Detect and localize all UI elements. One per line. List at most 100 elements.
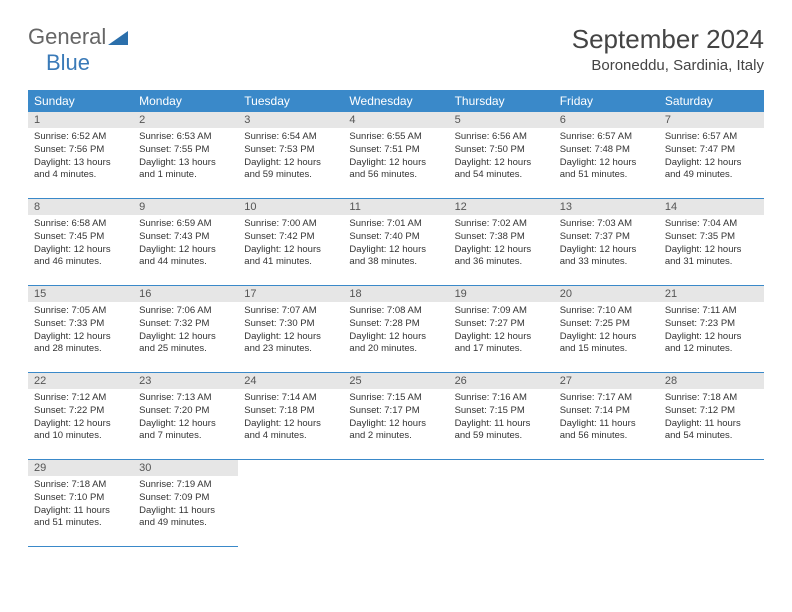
calendar-day-cell: 24Sunrise: 7:14 AMSunset: 7:18 PMDayligh… [238,373,343,460]
day-number: 30 [133,460,238,476]
calendar-day-cell: 17Sunrise: 7:07 AMSunset: 7:30 PMDayligh… [238,286,343,373]
calendar-day-cell: 13Sunrise: 7:03 AMSunset: 7:37 PMDayligh… [554,199,659,286]
day-number: 19 [449,286,554,302]
day-content: Sunrise: 6:54 AMSunset: 7:53 PMDaylight:… [238,128,343,186]
day-number: 5 [449,112,554,128]
calendar-week-row: 1Sunrise: 6:52 AMSunset: 7:56 PMDaylight… [28,112,764,199]
day-content: Sunrise: 6:56 AMSunset: 7:50 PMDaylight:… [449,128,554,186]
calendar-day-cell: 14Sunrise: 7:04 AMSunset: 7:35 PMDayligh… [659,199,764,286]
calendar-day-cell: 23Sunrise: 7:13 AMSunset: 7:20 PMDayligh… [133,373,238,460]
calendar-day-cell: 28Sunrise: 7:18 AMSunset: 7:12 PMDayligh… [659,373,764,460]
calendar-day-cell: 19Sunrise: 7:09 AMSunset: 7:27 PMDayligh… [449,286,554,373]
day-number: 24 [238,373,343,389]
day-content: Sunrise: 6:53 AMSunset: 7:55 PMDaylight:… [133,128,238,186]
day-number: 23 [133,373,238,389]
day-number: 17 [238,286,343,302]
calendar-day-cell: 12Sunrise: 7:02 AMSunset: 7:38 PMDayligh… [449,199,554,286]
weekday-header: Sunday [28,90,133,112]
day-content: Sunrise: 7:13 AMSunset: 7:20 PMDaylight:… [133,389,238,447]
day-number: 4 [343,112,448,128]
day-content: Sunrise: 7:04 AMSunset: 7:35 PMDaylight:… [659,215,764,273]
weekday-header: Wednesday [343,90,448,112]
day-content: Sunrise: 7:16 AMSunset: 7:15 PMDaylight:… [449,389,554,447]
title-block: September 2024 Boroneddu, Sardinia, Ital… [572,24,764,74]
calendar-day-cell: 29Sunrise: 7:18 AMSunset: 7:10 PMDayligh… [28,460,133,547]
day-content: Sunrise: 7:10 AMSunset: 7:25 PMDaylight:… [554,302,659,360]
day-content: Sunrise: 7:11 AMSunset: 7:23 PMDaylight:… [659,302,764,360]
day-number: 11 [343,199,448,215]
day-number: 14 [659,199,764,215]
calendar-day-cell: 16Sunrise: 7:06 AMSunset: 7:32 PMDayligh… [133,286,238,373]
day-number: 3 [238,112,343,128]
day-content: Sunrise: 7:02 AMSunset: 7:38 PMDaylight:… [449,215,554,273]
calendar-day-cell: 4Sunrise: 6:55 AMSunset: 7:51 PMDaylight… [343,112,448,199]
day-number: 10 [238,199,343,215]
month-title: September 2024 [572,24,764,55]
calendar-day-cell: 6Sunrise: 6:57 AMSunset: 7:48 PMDaylight… [554,112,659,199]
day-number: 13 [554,199,659,215]
day-number: 26 [449,373,554,389]
calendar-day-cell: 20Sunrise: 7:10 AMSunset: 7:25 PMDayligh… [554,286,659,373]
day-content: Sunrise: 6:57 AMSunset: 7:48 PMDaylight:… [554,128,659,186]
logo-triangle-icon [108,25,128,51]
calendar-day-cell: 11Sunrise: 7:01 AMSunset: 7:40 PMDayligh… [343,199,448,286]
weekday-header: Thursday [449,90,554,112]
day-number: 16 [133,286,238,302]
day-content: Sunrise: 7:17 AMSunset: 7:14 PMDaylight:… [554,389,659,447]
calendar-day-cell [659,460,764,547]
calendar-day-cell [343,460,448,547]
calendar-body: 1Sunrise: 6:52 AMSunset: 7:56 PMDaylight… [28,112,764,547]
day-number: 28 [659,373,764,389]
day-content: Sunrise: 7:01 AMSunset: 7:40 PMDaylight:… [343,215,448,273]
weekday-header: Saturday [659,90,764,112]
day-content: Sunrise: 6:57 AMSunset: 7:47 PMDaylight:… [659,128,764,186]
day-number: 6 [554,112,659,128]
calendar-week-row: 22Sunrise: 7:12 AMSunset: 7:22 PMDayligh… [28,373,764,460]
day-content: Sunrise: 7:09 AMSunset: 7:27 PMDaylight:… [449,302,554,360]
logo-text-general: General [28,24,106,50]
calendar-day-cell: 10Sunrise: 7:00 AMSunset: 7:42 PMDayligh… [238,199,343,286]
day-number: 15 [28,286,133,302]
day-content: Sunrise: 6:59 AMSunset: 7:43 PMDaylight:… [133,215,238,273]
day-content: Sunrise: 7:05 AMSunset: 7:33 PMDaylight:… [28,302,133,360]
day-number: 1 [28,112,133,128]
calendar-week-row: 15Sunrise: 7:05 AMSunset: 7:33 PMDayligh… [28,286,764,373]
weekday-header: Monday [133,90,238,112]
day-content: Sunrise: 7:15 AMSunset: 7:17 PMDaylight:… [343,389,448,447]
calendar-head: SundayMondayTuesdayWednesdayThursdayFrid… [28,90,764,112]
weekday-header: Friday [554,90,659,112]
day-number: 8 [28,199,133,215]
calendar-day-cell [449,460,554,547]
calendar-day-cell: 21Sunrise: 7:11 AMSunset: 7:23 PMDayligh… [659,286,764,373]
calendar-table: SundayMondayTuesdayWednesdayThursdayFrid… [28,90,764,547]
calendar-day-cell: 22Sunrise: 7:12 AMSunset: 7:22 PMDayligh… [28,373,133,460]
calendar-day-cell: 30Sunrise: 7:19 AMSunset: 7:09 PMDayligh… [133,460,238,547]
calendar-day-cell: 15Sunrise: 7:05 AMSunset: 7:33 PMDayligh… [28,286,133,373]
day-number: 7 [659,112,764,128]
location: Boroneddu, Sardinia, Italy [572,57,764,74]
day-number: 27 [554,373,659,389]
calendar-day-cell: 5Sunrise: 6:56 AMSunset: 7:50 PMDaylight… [449,112,554,199]
calendar-day-cell [554,460,659,547]
calendar-day-cell: 9Sunrise: 6:59 AMSunset: 7:43 PMDaylight… [133,199,238,286]
day-content: Sunrise: 7:19 AMSunset: 7:09 PMDaylight:… [133,476,238,534]
day-number: 25 [343,373,448,389]
day-content: Sunrise: 6:58 AMSunset: 7:45 PMDaylight:… [28,215,133,273]
calendar-day-cell: 26Sunrise: 7:16 AMSunset: 7:15 PMDayligh… [449,373,554,460]
day-content: Sunrise: 6:55 AMSunset: 7:51 PMDaylight:… [343,128,448,186]
day-number: 12 [449,199,554,215]
calendar-day-cell: 3Sunrise: 6:54 AMSunset: 7:53 PMDaylight… [238,112,343,199]
calendar-week-row: 8Sunrise: 6:58 AMSunset: 7:45 PMDaylight… [28,199,764,286]
day-number: 9 [133,199,238,215]
day-content: Sunrise: 7:18 AMSunset: 7:10 PMDaylight:… [28,476,133,534]
day-number: 29 [28,460,133,476]
day-content: Sunrise: 7:18 AMSunset: 7:12 PMDaylight:… [659,389,764,447]
logo: General [28,24,128,50]
calendar-day-cell: 25Sunrise: 7:15 AMSunset: 7:17 PMDayligh… [343,373,448,460]
calendar-day-cell: 1Sunrise: 6:52 AMSunset: 7:56 PMDaylight… [28,112,133,199]
day-content: Sunrise: 7:14 AMSunset: 7:18 PMDaylight:… [238,389,343,447]
day-number: 18 [343,286,448,302]
day-content: Sunrise: 7:12 AMSunset: 7:22 PMDaylight:… [28,389,133,447]
calendar-day-cell: 8Sunrise: 6:58 AMSunset: 7:45 PMDaylight… [28,199,133,286]
weekday-header: Tuesday [238,90,343,112]
